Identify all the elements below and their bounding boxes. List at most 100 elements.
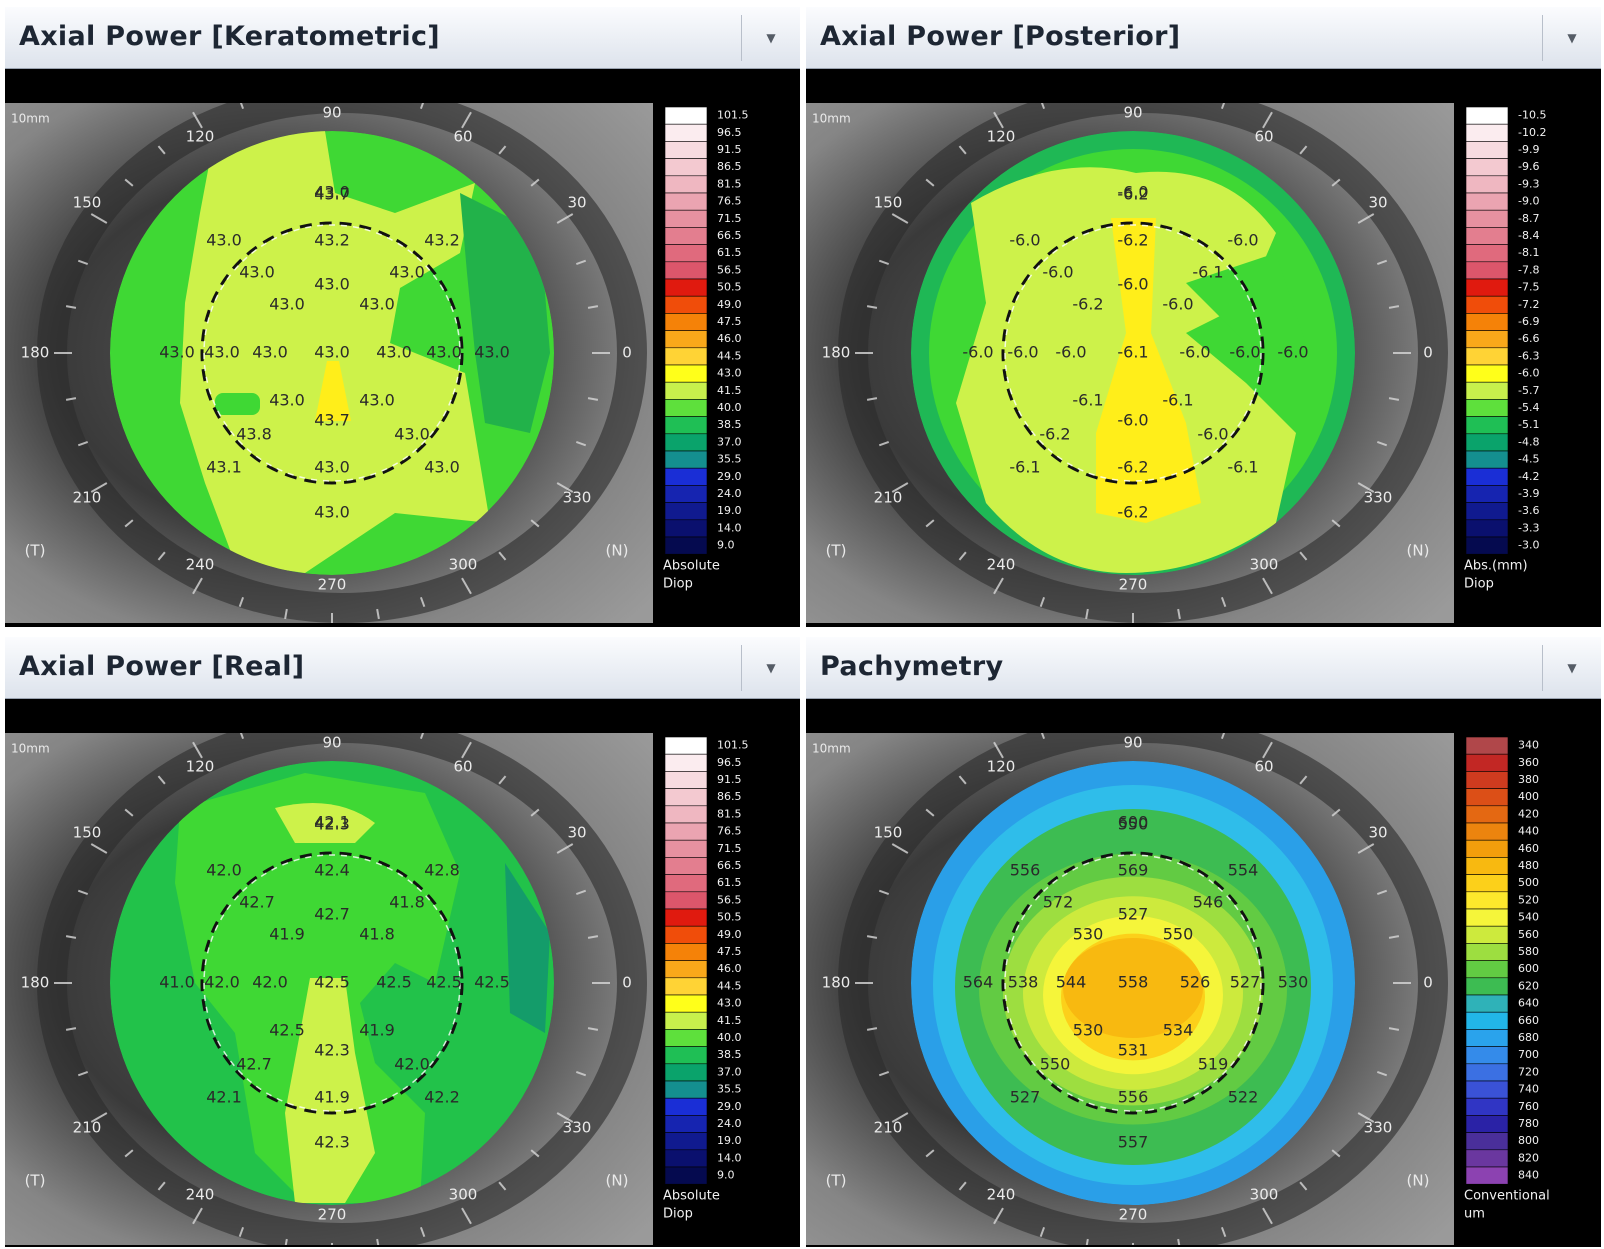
polar-tick [958, 551, 967, 561]
polar-tick [587, 397, 599, 401]
polar-tick [192, 111, 203, 129]
polar-tick [157, 145, 166, 155]
map-value: 527 [1010, 1088, 1041, 1107]
angle-label-90: 90 [322, 104, 341, 122]
map-values: -6.0-6.0 -6.2 -6.0-6.0 -6.1-6.0-6.2 -6.0-6.0… [962, 183, 1308, 522]
panel-header: Axial Power [Keratometric] ▼ [5, 7, 800, 69]
legend-value: 820 [1518, 1151, 1539, 1164]
map-value: 538 [1008, 973, 1039, 992]
map-value: -6.0 [1162, 295, 1193, 314]
polar-tick [993, 741, 1004, 759]
legend-value: 29.0 [717, 1100, 742, 1113]
angle-label-90: 90 [1123, 104, 1142, 122]
map-value: 43.0 [314, 275, 350, 294]
angle-label-240: 240 [186, 556, 215, 574]
map-value: 43.2 [314, 231, 350, 250]
angle-label-300: 300 [1250, 556, 1279, 574]
header-divider [741, 645, 742, 691]
legend-swatch [1465, 1166, 1509, 1185]
polar-tick [530, 1149, 540, 1158]
polar-tick [77, 259, 89, 266]
header-divider [741, 15, 742, 61]
map-value: 522 [1228, 1088, 1259, 1107]
legend-swatch [1465, 977, 1509, 996]
legend-swatch [664, 347, 708, 366]
map-value: -6.0 [1042, 263, 1073, 282]
polar-tick [284, 608, 288, 620]
legend-swatch [1465, 192, 1509, 211]
polar-tick [419, 103, 425, 110]
polar-tick [1299, 1181, 1308, 1191]
legend-swatch [664, 519, 708, 538]
angle-label-60: 60 [1254, 758, 1273, 776]
legend-value: 580 [1518, 945, 1539, 958]
dropdown-button[interactable]: ▼ [746, 13, 796, 63]
legend-unit: Absolute [663, 1189, 720, 1204]
angle-labels: 90 120 60 150 30 180 0 210 330 240 300 270 [822, 104, 1433, 594]
pupil-inner-circle [203, 854, 461, 1112]
polar-tick [958, 1181, 967, 1191]
map-value: 550 [1118, 815, 1149, 834]
map-value: 43.0 [359, 295, 395, 314]
polar-tick [1376, 259, 1388, 266]
legend-value: 9.0 [717, 539, 735, 552]
polar-tick [575, 259, 587, 266]
map-values: 43.0 43.0 43.2 43.2 43.0 43.0 43.0 43.0 43.0 43.0… [159, 183, 510, 522]
polar-tick [239, 103, 245, 110]
polar-tick [157, 551, 166, 561]
legend-swatch [1465, 347, 1509, 366]
map-value: 43.2 [424, 231, 460, 250]
angle-label-90: 90 [322, 734, 341, 752]
legend-value: -6.9 [1518, 315, 1539, 328]
legend-swatch [664, 1132, 708, 1151]
legend-value: -4.8 [1518, 435, 1539, 448]
legend-swatch [664, 106, 708, 125]
legend-swatch [664, 330, 708, 349]
polar-tick [1220, 1226, 1227, 1238]
map-value: 527 [1118, 905, 1149, 924]
angle-label-0: 0 [622, 344, 632, 362]
legend-value: 101.5 [717, 739, 749, 752]
panel-header: Axial Power [Real] ▼ [5, 637, 800, 699]
dropdown-button[interactable]: ▼ [746, 643, 796, 693]
legend-swatch [664, 1011, 708, 1030]
map-value: 43.0 [359, 391, 395, 410]
legend-value: 49.0 [717, 298, 742, 311]
legend-unit-sub: Diop [1464, 577, 1494, 592]
map-value: 556 [1118, 1088, 1149, 1107]
dropdown-button[interactable]: ▼ [1547, 643, 1597, 693]
map-value: 569 [1118, 861, 1149, 880]
legend-value: 91.5 [717, 773, 742, 786]
map-value: -6.2 [1072, 295, 1103, 314]
map-region-peak [1096, 218, 1201, 523]
polar-tick [878, 889, 890, 896]
map-value: -6.0 [1229, 343, 1260, 362]
polar-tick [575, 1070, 587, 1077]
legend-swatch [664, 175, 708, 194]
legend-value: 460 [1518, 842, 1539, 855]
polar-tick [587, 305, 599, 309]
map-value: -6.1 [1072, 391, 1103, 410]
map-value: 41.8 [389, 893, 425, 912]
color-map [110, 131, 554, 575]
angle-label-270: 270 [1119, 1206, 1148, 1224]
polar-tick [556, 482, 574, 493]
legend-swatch [664, 1029, 708, 1047]
map-value: 43.0 [204, 343, 240, 362]
legend-value: 600 [1518, 962, 1539, 975]
polar-tick [1357, 1112, 1375, 1123]
angle-label-60: 60 [1254, 128, 1273, 146]
polar-tick [530, 178, 540, 187]
legend-value: -7.2 [1518, 298, 1539, 311]
map-region-island [215, 393, 260, 415]
panel-pachymetry: Pachymetry ▼ 600 556 569 554 572 546 527 530 550… [806, 637, 1601, 1247]
map-value: 530 [1073, 1021, 1104, 1040]
pupil-dashed-circle [1001, 221, 1265, 485]
angle-label-210: 210 [874, 1119, 903, 1137]
legend-swatch [664, 1097, 708, 1116]
angle-label-120: 120 [186, 128, 215, 146]
dropdown-button[interactable]: ▼ [1547, 13, 1597, 63]
legend-value: 840 [1518, 1169, 1539, 1182]
polar-tick [1357, 482, 1375, 493]
